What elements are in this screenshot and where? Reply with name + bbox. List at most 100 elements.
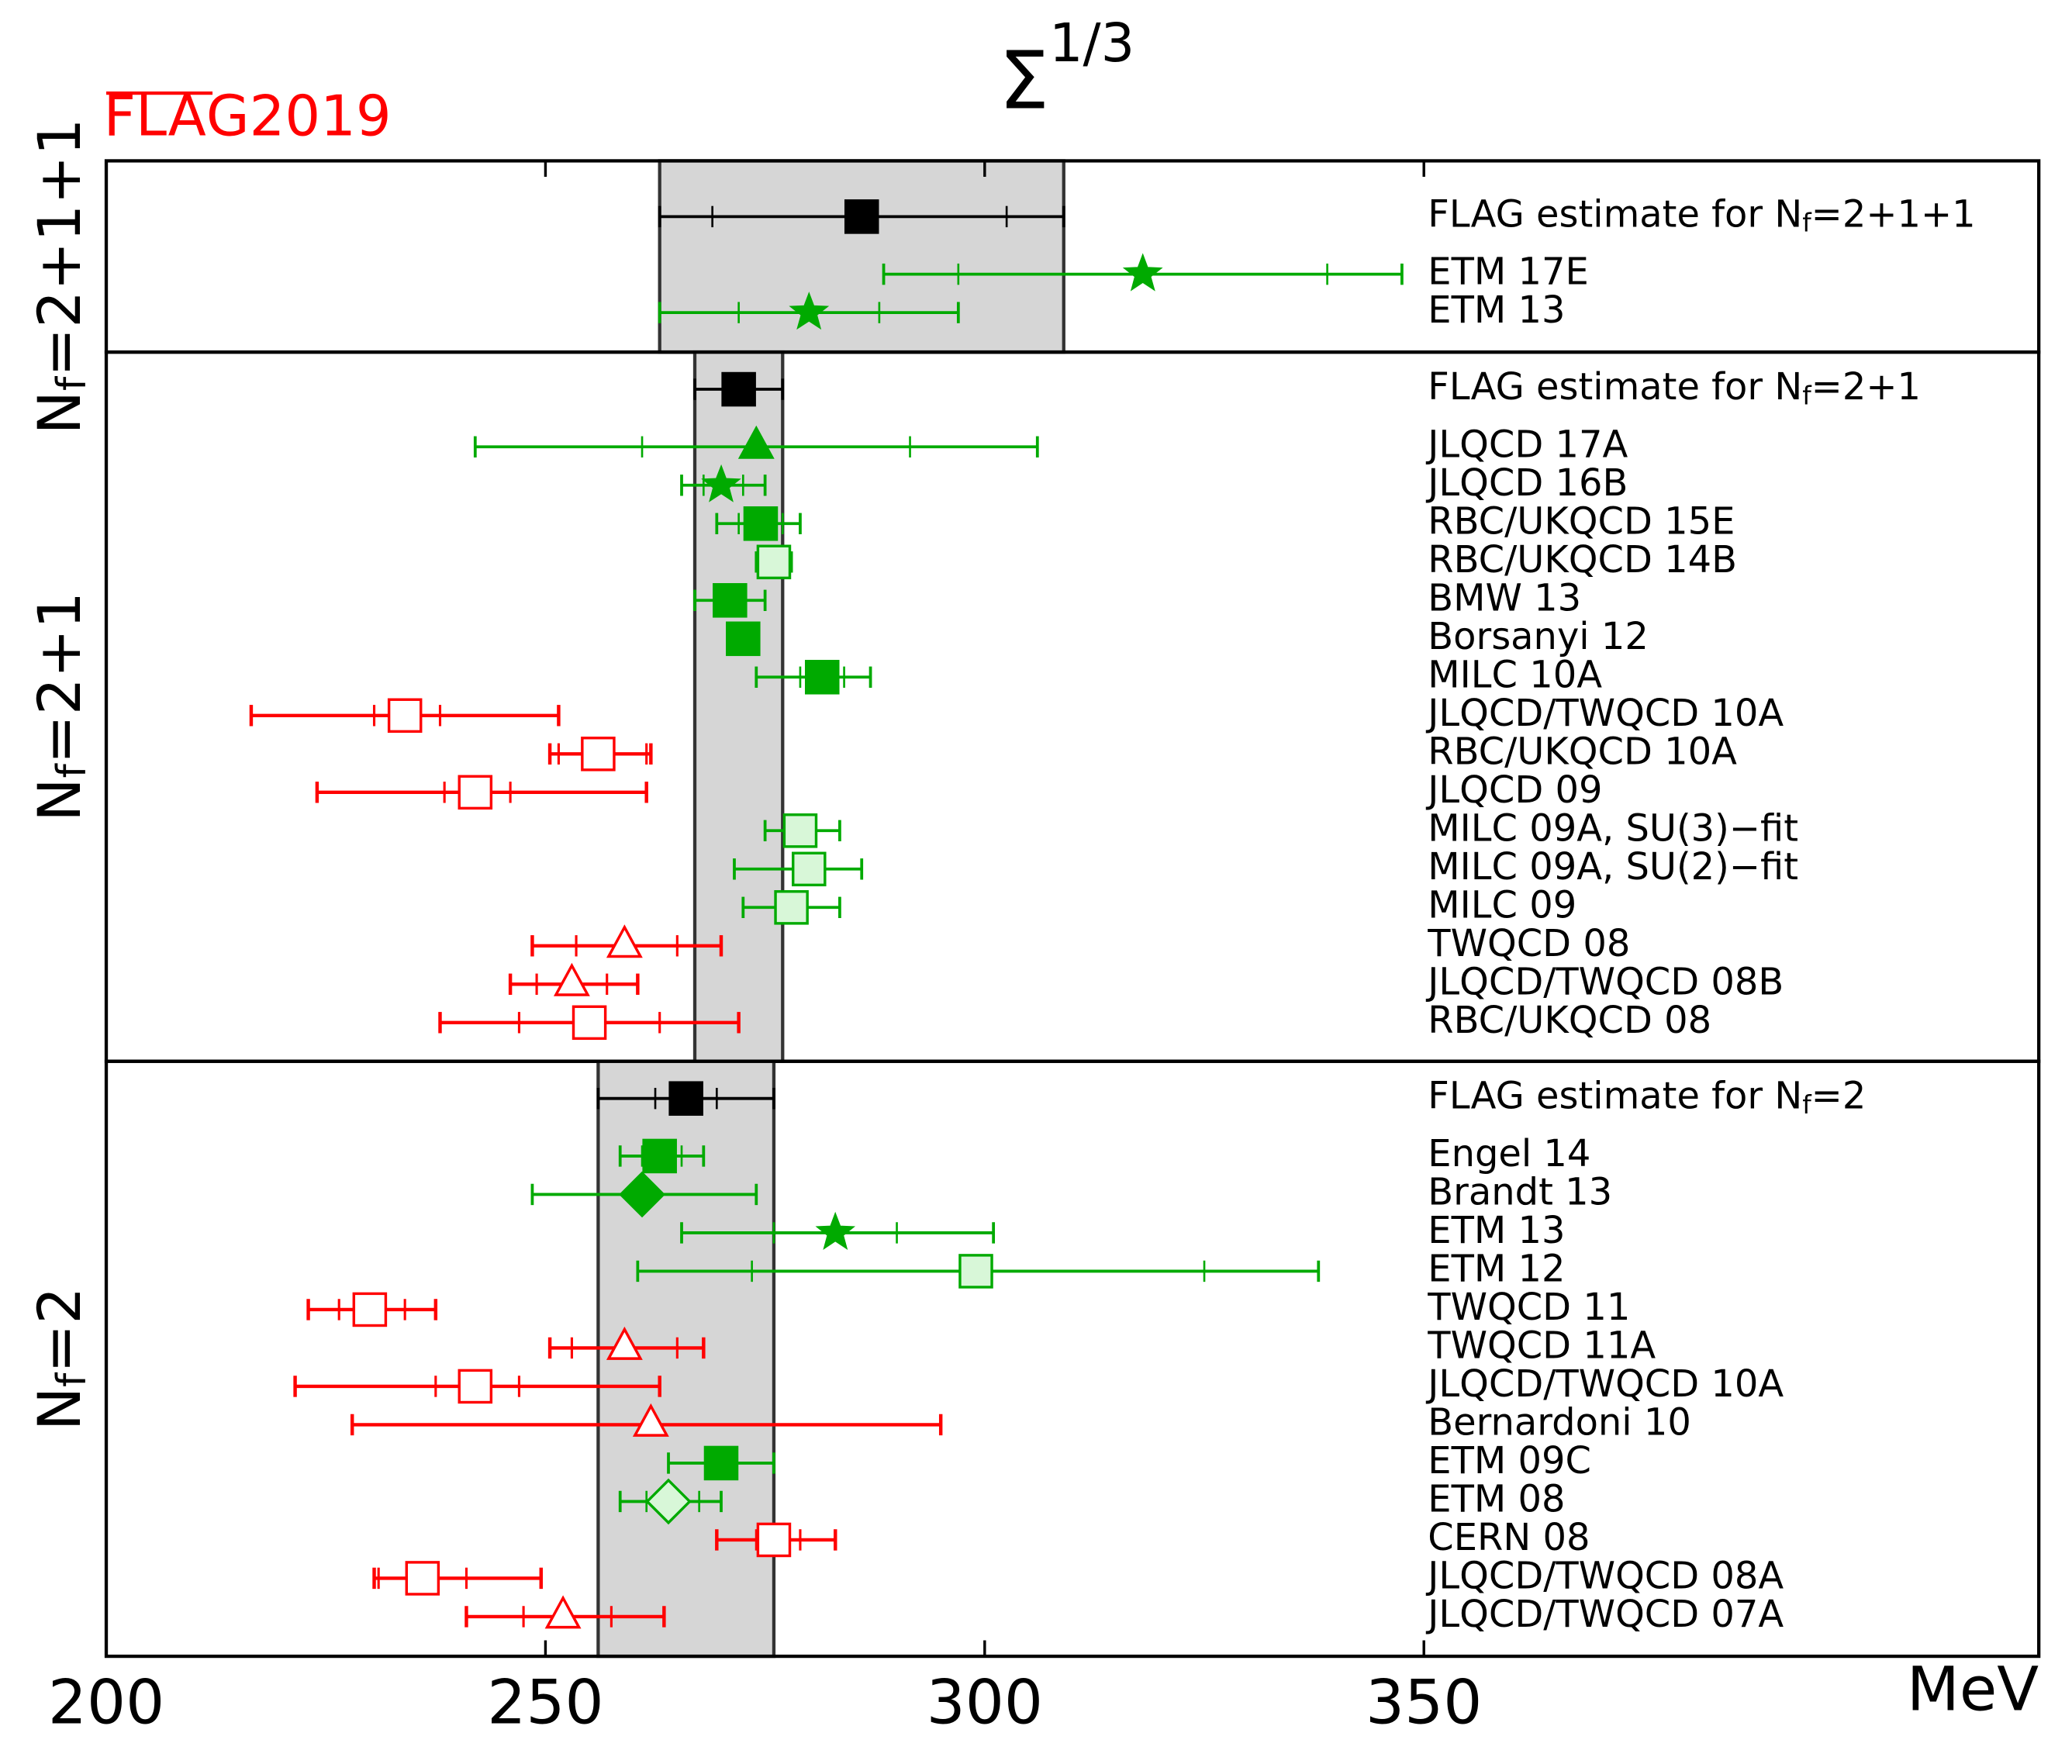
marker-square: [774, 890, 809, 925]
marker-square: [703, 1445, 739, 1481]
marker-diamond: [645, 1478, 692, 1525]
entry-label: RBC/UKQCD 10A: [1428, 730, 1737, 773]
entry-name: Brandt 13: [1428, 1170, 1612, 1213]
marker-triangle: [737, 425, 775, 459]
panel-label-main: N: [26, 778, 94, 821]
entry-label: JLQCD/TWQCD 10A: [1425, 692, 1784, 735]
panel-label: Nf=2+1: [26, 592, 95, 822]
entry-name-rest: =2+1: [1811, 365, 1921, 409]
entry-name: TWQCD 11: [1427, 1286, 1630, 1329]
chart-title: Σ1/3: [999, 12, 1134, 128]
x-tick-label: 300: [927, 1667, 1043, 1738]
entry-name: RBC/UKQCD 08: [1428, 999, 1711, 1042]
panel-frame: [104, 1059, 2041, 1659]
entry-label: ETM 17E: [1428, 250, 1588, 294]
panel-label: Nf=2: [26, 1287, 95, 1431]
marker-triangle: [544, 1595, 582, 1629]
entry-name-sub: f: [1802, 209, 1812, 238]
marker-square: [726, 621, 761, 657]
entry-name: JLQCD 17A: [1425, 423, 1628, 466]
flag-band: [658, 159, 1065, 354]
panel-label-rest: =2+1: [26, 592, 94, 764]
entry-name: ETM 17E: [1428, 250, 1588, 294]
entry-name: ETM 13: [1428, 288, 1565, 332]
entry-name: RBC/UKQCD 15E: [1428, 499, 1735, 543]
x-tick-label: 200: [48, 1667, 164, 1738]
entry-name: JLQCD/TWQCD 10A: [1425, 1362, 1784, 1406]
entry-label: ETM 08: [1428, 1477, 1565, 1521]
marker-square: [804, 660, 840, 695]
marker-triangle: [606, 924, 643, 958]
marker-star: [789, 292, 830, 330]
entry-label: Engel 14: [1428, 1132, 1590, 1175]
entry-name: JLQCD/TWQCD 07A: [1425, 1593, 1784, 1636]
entry-name: JLQCD/TWQCD 08B: [1425, 960, 1784, 1003]
entry-name: ETM 09C: [1428, 1439, 1591, 1483]
entry-name: TWQCD 11A: [1427, 1324, 1656, 1367]
entry-name-sub: f: [1802, 381, 1812, 410]
marker-square: [581, 737, 616, 772]
panel-label-rest: =2+1+1: [26, 119, 94, 377]
entry-name: FLAG estimate for N: [1428, 192, 1802, 236]
marker-square: [756, 1522, 792, 1558]
entry-name: Engel 14: [1428, 1132, 1590, 1175]
marker-square: [642, 1138, 677, 1174]
marker-square: [713, 583, 748, 618]
marker-star: [815, 1211, 856, 1250]
entry-name-rest: =2+1+1: [1811, 192, 1976, 236]
entry-name: CERN 08: [1428, 1516, 1590, 1559]
panel-label-main: N: [26, 391, 94, 434]
entry-label: JLQCD/TWQCD 10A: [1425, 1362, 1784, 1406]
marker-square: [791, 851, 827, 887]
marker-star: [701, 464, 741, 502]
marker-star: [1122, 253, 1163, 292]
entry-name: RBC/UKQCD 14B: [1428, 538, 1737, 582]
entry-label: CERN 08: [1428, 1516, 1590, 1559]
entry-label: MILC 09: [1428, 883, 1576, 927]
marker-square: [844, 199, 879, 234]
marker-square: [743, 506, 779, 541]
x-tick-label: 350: [1366, 1667, 1482, 1738]
marker-square: [782, 813, 818, 848]
entry-label: RBC/UKQCD 15E: [1428, 499, 1735, 543]
marker-square: [458, 1369, 493, 1404]
entry-label: FLAG estimate for Nf=2+1+1: [1428, 192, 1975, 237]
entry-label: ETM 12: [1428, 1247, 1565, 1290]
entry-label: FLAG estimate for Nf=2: [1428, 1075, 1866, 1120]
marker-triangle: [553, 962, 590, 996]
entry-label: JLQCD/TWQCD 08B: [1425, 960, 1784, 1003]
entry-name: MILC 09A, SU(3)−fit: [1428, 806, 1798, 850]
marker-square: [387, 698, 423, 734]
entry-label: FLAG estimate for Nf=2+1: [1428, 365, 1921, 410]
marker-square: [352, 1292, 388, 1327]
panel-label-main: N: [26, 1387, 94, 1431]
entry-label: Bernardoni 10: [1428, 1400, 1691, 1444]
panel-frame: [104, 159, 2041, 354]
entry-name: BMW 13: [1428, 576, 1581, 620]
marker-square: [572, 1005, 607, 1041]
entry-label: Brandt 13: [1428, 1170, 1612, 1213]
entry-label: ETM 09C: [1428, 1439, 1591, 1483]
entry-label: MILC 09A, SU(2)−fit: [1428, 845, 1798, 889]
entry-label: RBC/UKQCD 08: [1428, 999, 1711, 1042]
title-exponent: 1/3: [1049, 12, 1134, 74]
entry-label: JLQCD/TWQCD 07A: [1425, 1593, 1784, 1636]
entry-name: MILC 09: [1428, 883, 1576, 927]
entry-name: RBC/UKQCD 10A: [1428, 730, 1737, 773]
marker-square: [756, 544, 792, 580]
entry-label: JLQCD/TWQCD 08A: [1425, 1554, 1784, 1597]
panel-label-sub: f: [49, 1372, 95, 1387]
entry-name: MILC 09A, SU(2)−fit: [1428, 845, 1798, 889]
marker-triangle: [632, 1403, 669, 1437]
entry-name: ETM 12: [1428, 1247, 1565, 1290]
marker-diamond: [619, 1171, 665, 1218]
title-symbol: Σ: [999, 36, 1049, 128]
entry-label: ETM 13: [1428, 1209, 1565, 1252]
entry-label: TWQCD 08: [1427, 922, 1630, 965]
entry-name: JLQCD 16B: [1425, 461, 1628, 505]
entry-name: Borsanyi 12: [1428, 615, 1649, 658]
entry-name-rest: =2: [1811, 1075, 1867, 1118]
marker-square: [721, 371, 756, 407]
entry-label: MILC 10A: [1428, 653, 1602, 696]
entry-label: MILC 09A, SU(3)−fit: [1428, 806, 1798, 850]
